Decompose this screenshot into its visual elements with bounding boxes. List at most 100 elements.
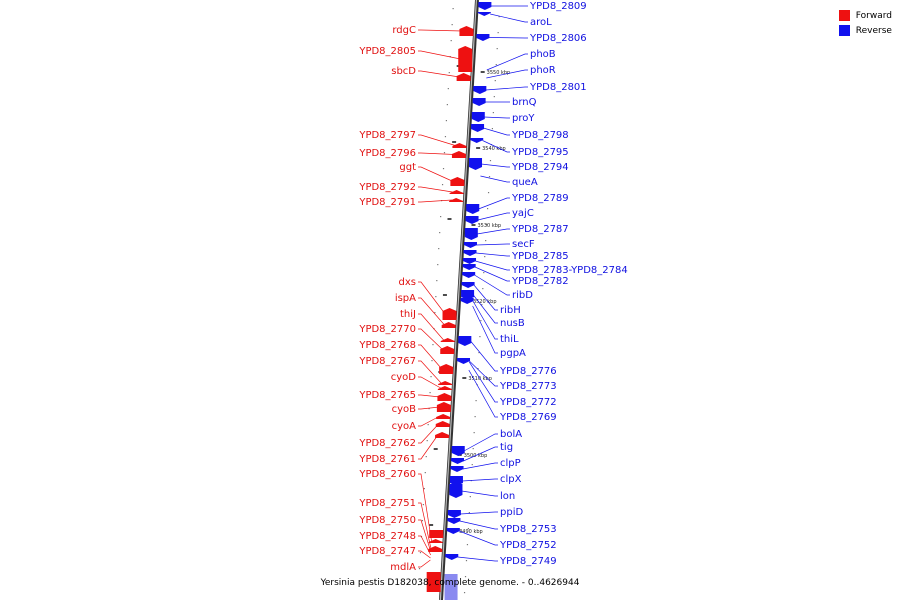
forward-leader-line xyxy=(418,297,445,326)
forward-gene-label: YPD8_2805 xyxy=(358,46,416,57)
reverse-gene-arrow xyxy=(457,358,471,364)
scale-dot xyxy=(432,344,434,346)
scale-dot xyxy=(487,208,489,210)
forward-gene-arrow xyxy=(456,73,471,81)
legend-forward-label: Forward xyxy=(855,10,892,21)
scale-dot xyxy=(482,288,484,290)
reverse-gene-label: brnQ xyxy=(512,97,537,108)
forward-gene-label: YPD8_2751 xyxy=(358,498,416,509)
scale-dot xyxy=(475,400,477,402)
reverse-gene-arrow xyxy=(450,466,464,472)
scale-dot xyxy=(484,256,486,258)
scale-dot xyxy=(448,72,450,74)
reverse-gene-arrow xyxy=(471,124,485,132)
reverse-leader-line xyxy=(478,197,510,210)
legend-forward: Forward xyxy=(838,8,892,23)
forward-gene-label: YPD8_2767 xyxy=(358,356,416,367)
reverse-gene-label: YPD8_2798 xyxy=(511,130,569,141)
reverse-gene-label: queA xyxy=(512,177,538,188)
reverse-gene-arrow xyxy=(465,216,479,224)
reverse-gene-arrow xyxy=(462,272,476,278)
forward-gene-label: cyoB xyxy=(392,404,417,415)
scale-dot xyxy=(463,592,466,594)
forward-leader-line xyxy=(418,502,432,550)
reverse-leader-line xyxy=(474,274,510,296)
scale-dot xyxy=(486,224,488,226)
reverse-gene-arrow xyxy=(466,204,480,214)
forward-leader-line xyxy=(418,559,431,568)
forward-leader-line xyxy=(418,70,460,78)
reverse-gene-arrow xyxy=(449,476,463,486)
forward-gene-arrow xyxy=(440,338,455,342)
reverse-leader-line xyxy=(462,462,498,470)
reverse-swatch xyxy=(838,25,850,36)
reverse-leader-line xyxy=(476,228,510,235)
reverse-gene-arrow xyxy=(471,112,485,122)
forward-gene-arrow xyxy=(436,414,451,419)
reverse-leader-line xyxy=(486,53,528,71)
scale-dot xyxy=(468,512,470,514)
scale-dot xyxy=(477,368,479,370)
legend-reverse: Reverse xyxy=(838,23,892,38)
reverse-leader-line xyxy=(461,490,498,497)
forward-gene-arrow xyxy=(449,190,464,194)
reverse-gene-arrow xyxy=(458,336,472,346)
reverse-gene-label: tig xyxy=(500,442,513,453)
reverse-gene-label: YPD8_2809 xyxy=(529,1,587,12)
forward-gene-label: YPD8_2760 xyxy=(358,469,416,480)
forward-leader-line xyxy=(418,166,454,182)
scale-dot xyxy=(450,40,452,42)
scale-dot xyxy=(491,128,493,130)
reverse-leader-line xyxy=(485,86,528,91)
forward-gene-arrow xyxy=(435,421,450,427)
reverse-gene-arrow xyxy=(451,458,465,464)
forward-gene-arrow xyxy=(437,386,452,390)
scale-dot xyxy=(427,424,429,426)
forward-gene-label: YPD8_2796 xyxy=(358,148,416,159)
reverse-gene-label: aroL xyxy=(530,17,552,28)
forward-gene-arrow xyxy=(458,46,473,72)
reverse-gene-label: YPD8_2785 xyxy=(511,251,569,262)
reverse-gene-arrow xyxy=(478,2,492,10)
reverse-gene-arrow xyxy=(464,228,478,240)
scale-dot xyxy=(439,232,441,234)
reverse-gene-label: YPD8_2806 xyxy=(529,33,587,44)
forward-leader-line xyxy=(418,376,441,389)
forward-leader-line xyxy=(418,394,441,398)
reverse-gene-label: YPD8_2783-YPD8_2784 xyxy=(511,265,628,276)
forward-gene-label: cyoD xyxy=(391,372,417,383)
reverse-features: YPD8_2809 aroL YPD8_2806 phoB phoR YPD8_2801b… xyxy=(444,1,628,600)
forward-leader-line xyxy=(418,281,446,315)
reverse-gene-arrow xyxy=(446,528,460,534)
reverse-gene-label: YPD8_2752 xyxy=(499,540,557,551)
forward-gene-label: cyoA xyxy=(392,421,417,432)
forward-gene-label: ispA xyxy=(395,293,416,304)
forward-gene-label: YPD8_2797 xyxy=(358,130,416,141)
scale-dot xyxy=(436,280,438,282)
tick-label: 3520 kbp xyxy=(473,299,497,305)
scale-dot xyxy=(451,24,453,26)
forward-gene-label: mdlA xyxy=(390,562,416,573)
forward-leader-line xyxy=(418,535,432,556)
scale-dot xyxy=(445,120,447,122)
reverse-gene-arrow xyxy=(462,264,476,270)
reverse-gene-label: clpP xyxy=(500,458,521,469)
scale-dot xyxy=(425,456,427,458)
scale-dot xyxy=(495,64,497,66)
forward-gene-arrow xyxy=(452,143,467,148)
reverse-gene-arrow xyxy=(472,98,486,106)
reverse-gene-label: YPD8_2753 xyxy=(499,524,557,535)
forward-gene-label: YPD8_2750 xyxy=(358,515,416,526)
reverse-gene-arrow xyxy=(461,290,475,300)
reverse-gene-arrow xyxy=(463,242,477,248)
forward-gene-arrow xyxy=(437,393,452,401)
forward-leader-line xyxy=(418,186,453,193)
forward-leader-line xyxy=(418,406,440,410)
reverse-leader-line xyxy=(459,520,498,530)
forward-gene-block xyxy=(426,572,441,592)
forward-gene-arrow xyxy=(459,26,474,36)
reverse-leader-line xyxy=(473,294,498,324)
forward-gene-label: YPD8_2761 xyxy=(358,454,416,465)
scale-dot xyxy=(483,272,485,274)
